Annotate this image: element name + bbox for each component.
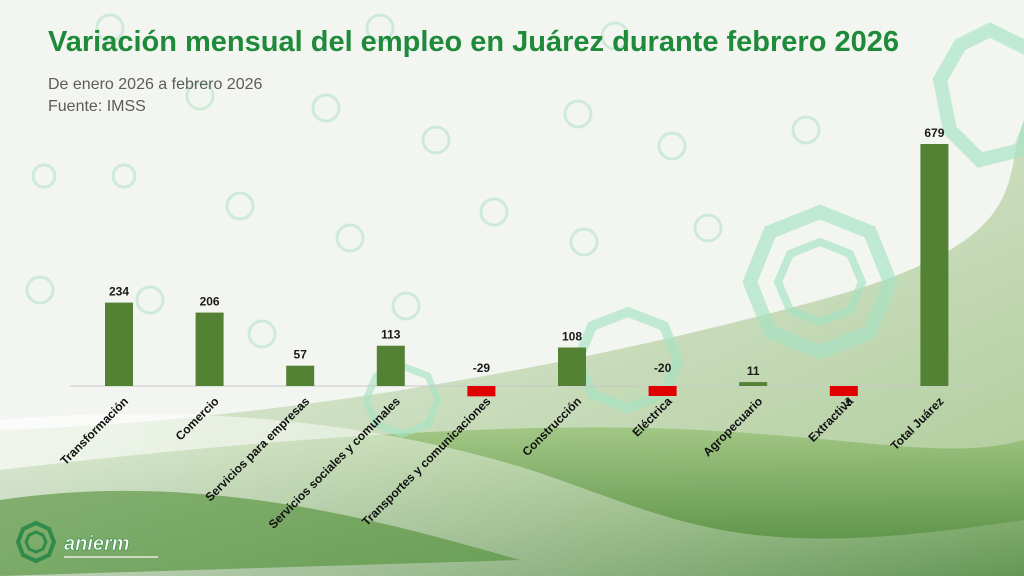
data-label: 206 xyxy=(200,295,220,309)
page-title: Variación mensual del empleo en Juárez d… xyxy=(48,26,899,58)
category-label: Agropecuario xyxy=(700,394,765,459)
anierm-logo-icon xyxy=(15,520,57,564)
bar xyxy=(739,382,768,386)
data-label: -20 xyxy=(654,361,672,375)
subtitle-period: De enero 2026 a febrero 2026 xyxy=(48,76,263,93)
bar xyxy=(467,386,496,397)
logo-wordmark: anierm xyxy=(64,533,130,555)
category-label: Extractiva xyxy=(805,394,856,445)
bar xyxy=(648,386,677,396)
bar xyxy=(376,345,405,386)
data-label: -29 xyxy=(473,361,491,375)
data-label: 113 xyxy=(381,328,401,342)
bar xyxy=(286,365,315,386)
bar xyxy=(829,386,858,396)
category-label: Comercio xyxy=(173,394,222,443)
bar xyxy=(195,312,224,386)
anierm-logo: anierm xyxy=(15,520,158,564)
data-label: 11 xyxy=(747,364,760,378)
category-label: Servicios para empresas xyxy=(202,394,312,504)
bar xyxy=(105,302,133,386)
category-label: Transformación xyxy=(58,394,132,468)
data-label: 679 xyxy=(924,126,944,140)
data-label: 234 xyxy=(109,285,129,299)
category-label: Construcción xyxy=(520,394,585,459)
subtitle-source: Fuente: IMSS xyxy=(48,98,146,115)
bar xyxy=(558,347,586,386)
data-label: 108 xyxy=(562,330,582,344)
subtitle: De enero 2026 a febrero 2026 Fuente: IMS… xyxy=(48,74,262,118)
category-label: Eléctrica xyxy=(629,394,675,440)
data-label: 57 xyxy=(294,348,308,362)
category-label: Total Juárez xyxy=(888,394,947,453)
data-label: -1 xyxy=(840,395,851,409)
bar xyxy=(920,144,949,386)
